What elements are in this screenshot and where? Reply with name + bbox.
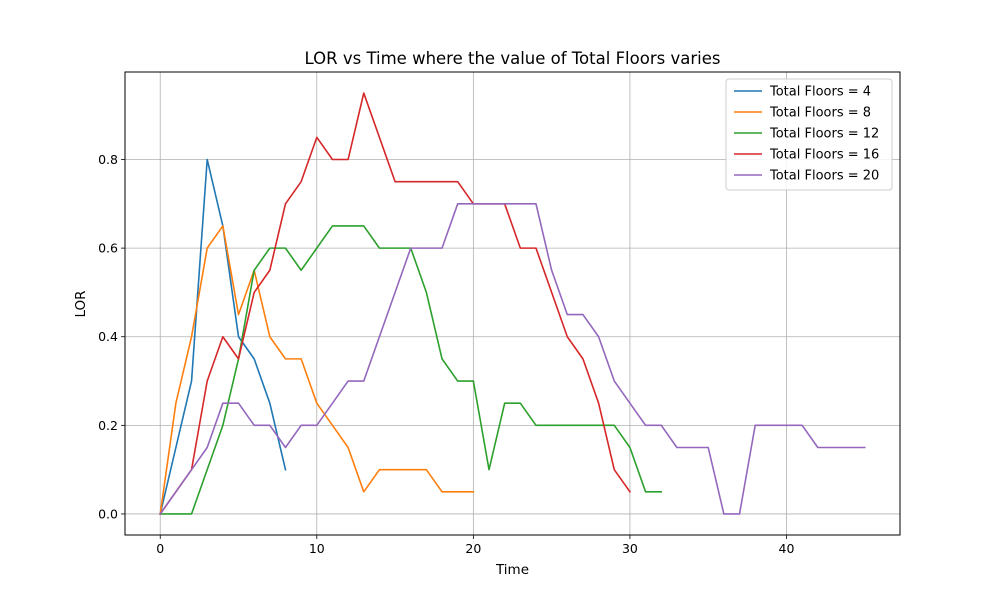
legend-label-2: Total Floors = 8 [769, 106, 871, 121]
legend-label-3: Total Floors = 12 [769, 127, 879, 142]
x-tick-label: 30 [622, 541, 638, 556]
plot-lines [159, 92, 866, 516]
axis-ticks: 0 10 20 30 40 0.0 0.2 0.4 0.6 0.8 [98, 152, 794, 556]
y-tick-label: 0.8 [98, 152, 118, 167]
y-axis-label: LOR [73, 290, 89, 317]
series-line-4 [159, 92, 632, 516]
series-line-2 [159, 225, 475, 515]
y-tick-label: 0.6 [98, 241, 118, 256]
x-axis-label: Time [495, 562, 529, 578]
x-tick-label: 40 [779, 541, 795, 556]
legend-box [725, 78, 893, 191]
x-tick-label: 0 [156, 541, 164, 556]
y-tick-label: 0.4 [98, 329, 118, 344]
legend-label-1: Total Floors = 4 [769, 85, 871, 100]
x-tick-label: 10 [309, 541, 325, 556]
y-tick-label: 0.0 [98, 506, 118, 521]
chart-title: LOR vs Time where the value of Total Flo… [305, 49, 721, 68]
x-tick-label: 20 [465, 541, 481, 556]
plot-frame [124, 71, 901, 536]
series-line-5 [159, 203, 866, 516]
legend: Total Floors = 4 Total Floors = 8 Total Fl… [725, 78, 893, 191]
legend-label-4: Total Floors = 16 [769, 148, 879, 163]
legend-label-5: Total Floors = 20 [769, 169, 879, 184]
y-tick-label: 0.2 [98, 418, 118, 433]
